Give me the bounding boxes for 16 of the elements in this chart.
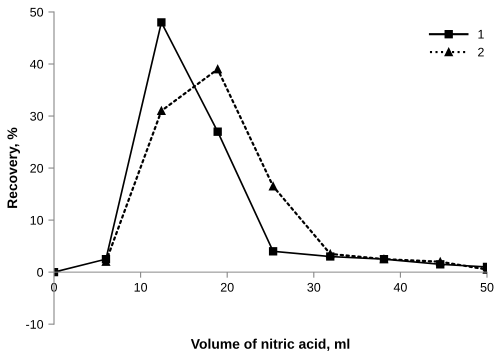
y-tick-label: 50 [30, 8, 44, 17]
x-tick-label: 40 [394, 282, 407, 292]
legend-label: 1 [478, 30, 484, 39]
y-tick-label: 40 [30, 60, 44, 69]
legend-label: 2 [478, 48, 484, 56]
y-tick-label: 0 [37, 268, 44, 277]
x-tick-label: 20 [220, 282, 234, 292]
x-tick-label: 50 [480, 282, 494, 292]
y-tick-label: 20 [30, 164, 44, 173]
y-tick-label: -10 [26, 320, 44, 329]
x-axis-title: Volume of nitric acid, ml [190, 338, 350, 351]
y-tick-label: 30 [30, 112, 44, 121]
y-axis-title: Recovery, % [7, 128, 20, 208]
y-tick-label: 10 [30, 216, 44, 225]
x-tick-label: 30 [307, 282, 320, 292]
x-tick-label: 10 [134, 282, 148, 292]
